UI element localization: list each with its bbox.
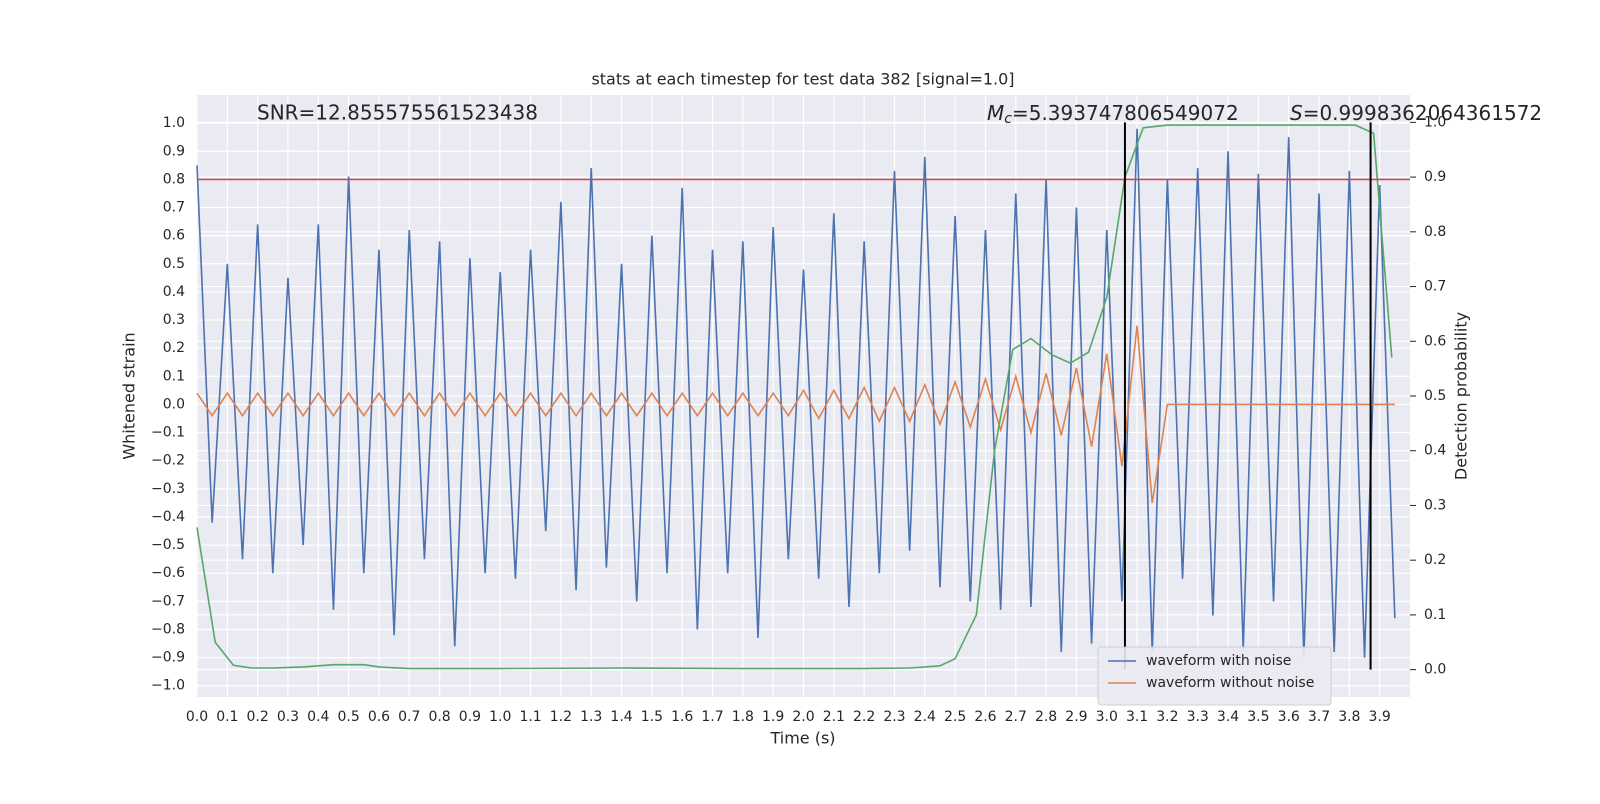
y2-tick-label: 0.1 — [1424, 607, 1446, 623]
x-tick-label: 0.2 — [247, 709, 269, 725]
y-tick-label: −0.7 — [151, 593, 185, 609]
y-tick-label: 0.6 — [163, 228, 185, 244]
x-tick-label: 1.8 — [732, 709, 754, 725]
y-tick-label: −0.2 — [151, 453, 185, 469]
y-tick-label: −0.5 — [151, 537, 185, 553]
series-line — [196, 124, 1393, 670]
x-tick-label: 1.7 — [701, 709, 723, 725]
x-tick-label: 2.9 — [1065, 709, 1087, 725]
y-tick-label: 0.0 — [163, 396, 185, 412]
x-tick-label: 2.6 — [974, 709, 996, 725]
mc-symbol: M — [987, 101, 1004, 125]
x-tick-label: 0.9 — [459, 709, 481, 725]
y2-tick-label: 0.2 — [1424, 552, 1446, 568]
legend-box — [1097, 646, 1332, 706]
y-tick-label: −0.6 — [151, 565, 185, 581]
x-tick-label: 0.6 — [368, 709, 390, 725]
x-tick-label: 1.5 — [641, 709, 663, 725]
legend-label: waveform with noise — [1146, 653, 1291, 669]
mc-annotation: Mc=5.393747806549072 — [987, 101, 1239, 128]
y2-tick-label: 0.5 — [1424, 388, 1446, 404]
x-tick-label: 1.6 — [671, 709, 693, 725]
y-tick-label: 0.9 — [163, 143, 185, 159]
x-tick-label: 2.7 — [1005, 709, 1027, 725]
x-tick-label: 1.3 — [580, 709, 602, 725]
y-tick-label: 0.1 — [163, 368, 185, 384]
y2-tick-label: 0.6 — [1424, 333, 1446, 349]
legend-label: waveform without noise — [1146, 675, 1314, 691]
mc-value: =5.393747806549072 — [1012, 101, 1239, 125]
x-tick-label: 1.0 — [489, 709, 511, 725]
s-symbol: S — [1290, 101, 1303, 125]
x-tick-label: 0.7 — [398, 709, 420, 725]
y2-tick-label: 0.4 — [1424, 443, 1446, 459]
x-tick-label: 0.0 — [186, 709, 208, 725]
x-tick-label: 2.2 — [853, 709, 875, 725]
x-tick-label: 2.5 — [944, 709, 966, 725]
x-tick-label: 1.1 — [519, 709, 541, 725]
x-tick-label: 3.3 — [1187, 709, 1209, 725]
y-axis-label: Whitened strain — [120, 332, 139, 459]
mc-subscript: c — [1004, 111, 1012, 127]
x-tick-label: 2.3 — [883, 709, 905, 725]
chart-title: stats at each timestep for test data 382… — [591, 70, 1014, 89]
y-tick-label: −0.9 — [151, 650, 185, 666]
y2-tick-label: 0.9 — [1424, 169, 1446, 185]
y-tick-label: −0.4 — [151, 509, 185, 525]
x-tick-label: 0.3 — [277, 709, 299, 725]
series-line — [196, 128, 1396, 658]
y-tick-label: 0.3 — [163, 312, 185, 328]
x-tick-label: 3.2 — [1156, 709, 1178, 725]
x-tick-label: 2.4 — [914, 709, 936, 725]
x-tick-label: 2.0 — [792, 709, 814, 725]
y-tick-label: 0.5 — [163, 256, 185, 272]
x-tick-label: 2.8 — [1035, 709, 1057, 725]
x-tick-label: 3.5 — [1247, 709, 1269, 725]
y-tick-label: 0.7 — [163, 200, 185, 216]
y-tick-label: −1.0 — [151, 678, 185, 694]
x-tick-label: 0.8 — [428, 709, 450, 725]
x-tick-label: 1.2 — [550, 709, 572, 725]
snr-annotation: SNR=12.855575561523438 — [257, 101, 538, 125]
y-tick-label: 0.2 — [163, 340, 185, 356]
x-tick-label: 2.1 — [823, 709, 845, 725]
x-tick-label: 1.9 — [762, 709, 784, 725]
x-tick-label: 3.8 — [1338, 709, 1360, 725]
x-tick-label: 3.0 — [1096, 709, 1118, 725]
x-tick-label: 1.4 — [610, 709, 632, 725]
y-tick-label: 0.4 — [163, 284, 185, 300]
y2-tick-label: 0.0 — [1424, 662, 1446, 678]
y-tick-label: −0.3 — [151, 481, 185, 497]
x-tick-label: 3.7 — [1308, 709, 1330, 725]
y2-tick-label: 0.7 — [1424, 279, 1446, 295]
x-tick-label: 3.4 — [1217, 709, 1239, 725]
x-tick-label: 0.4 — [307, 709, 329, 725]
y-tick-label: 0.8 — [163, 171, 185, 187]
x-tick-label: 3.1 — [1126, 709, 1148, 725]
x-tick-label: 3.9 — [1369, 709, 1391, 725]
y-tick-label: −0.8 — [151, 621, 185, 637]
x-tick-label: 0.5 — [337, 709, 359, 725]
s-annotation: S=0.9998362064361572 — [1290, 101, 1542, 125]
x-tick-label: 3.6 — [1278, 709, 1300, 725]
x-axis-label: Time (s) — [769, 729, 835, 748]
s-value: =0.9998362064361572 — [1303, 101, 1542, 125]
y2-tick-label: 0.8 — [1424, 224, 1446, 240]
y2-axis-label: Detection probability — [1452, 312, 1471, 480]
y-tick-label: −0.1 — [151, 425, 185, 441]
y-tick-label: 1.0 — [163, 115, 185, 131]
x-tick-label: 0.1 — [216, 709, 238, 725]
y2-tick-label: 1.0 — [1424, 114, 1446, 130]
series-line — [196, 325, 1395, 504]
y2-tick-label: 0.3 — [1424, 497, 1446, 513]
